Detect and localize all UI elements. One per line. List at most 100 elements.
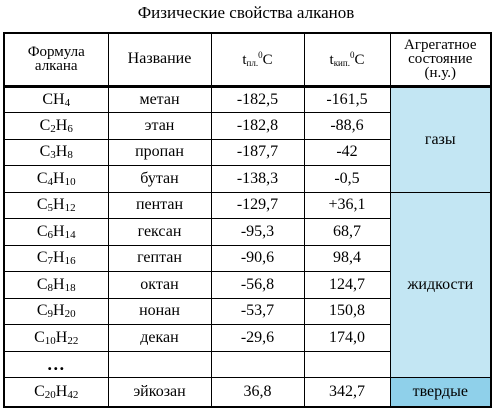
formula-cell: C6H14: [3, 218, 109, 246]
empty-cell: [210, 350, 305, 378]
boiling-point-cell: 150,8: [303, 297, 391, 325]
page-title: Физические свойства алканов: [137, 3, 355, 22]
formula-c: C: [36, 196, 48, 214]
header-boiling-point: tкип.0C: [303, 32, 391, 88]
formula-h-sub: 4: [64, 96, 71, 109]
melting-point-cell: -187,7: [210, 138, 305, 166]
boiling-point-cell: -161,5: [303, 85, 391, 113]
formula-c: C: [39, 116, 51, 134]
formula-c: C: [39, 143, 51, 161]
header-boil-unit: C: [354, 51, 365, 68]
boiling-point-cell: 124,7: [303, 271, 391, 299]
boiling-point-cell: -88,6: [303, 112, 391, 140]
formula-h-sub: 8: [67, 149, 73, 162]
formula-h: H: [53, 249, 65, 267]
formula-c-sub: 8: [47, 281, 54, 294]
formula-h-sub: 42: [67, 388, 79, 401]
header-melt-sup: 0: [258, 49, 263, 60]
melting-point-cell: -182,8: [210, 112, 305, 140]
formula-h-sub: 12: [64, 202, 76, 215]
name-cell: эйкозан: [107, 376, 212, 408]
formula-cell: C9H20: [3, 297, 109, 325]
table-row: CH4 метан -182,5 -161,5 газы: [3, 85, 492, 193]
formula-h: H: [53, 222, 65, 240]
boiling-point-cell: -42: [303, 138, 391, 166]
formula-c-sub: 20: [44, 388, 56, 401]
formula-c: C: [34, 382, 45, 400]
alkanes-table: Формула алкана Название tпл.0C tкип.0C А…: [3, 32, 492, 408]
header-boil-sub: кип.: [333, 57, 350, 68]
state-liquid: жидкости: [389, 191, 492, 378]
boiling-point-cell: 174,0: [303, 324, 391, 352]
formula-h: H: [55, 328, 68, 346]
table-row: C3H8 пропан -187,7 -42: [3, 138, 491, 166]
formula-cell: C4H10: [3, 165, 109, 193]
formula-c: C: [36, 275, 48, 293]
ellipsis-row: …: [3, 350, 491, 378]
formula-h: H: [55, 143, 68, 161]
table-row: C5H12 пентан -129,7 +36,1 жидкости: [3, 191, 492, 378]
melting-point-cell: -129,7: [210, 191, 305, 219]
formula-c: C: [36, 302, 48, 320]
melting-point-cell: -56,8: [210, 271, 305, 299]
formula-h-sub: 10: [64, 175, 76, 188]
formula-cell: C10H22: [3, 324, 109, 352]
name-cell: метан: [107, 85, 212, 113]
formula-h: H: [53, 302, 65, 320]
boiling-point-cell: +36,1: [303, 191, 391, 219]
formula-h: H: [55, 382, 68, 400]
name-cell: декан: [107, 324, 212, 352]
header-melt-unit: C: [262, 51, 273, 68]
formula-cell: C3H8: [3, 138, 109, 166]
table-row: C10H22 декан -29,6 174,0: [3, 324, 491, 352]
formula-h-sub: 6: [67, 122, 73, 135]
formula-c-sub: 5: [47, 202, 54, 215]
formula-h-sub: 22: [67, 334, 79, 347]
empty-cell: [107, 350, 212, 378]
formula-cell: C8H18: [3, 271, 109, 299]
formula-c: C: [36, 222, 48, 240]
name-cell: гептан: [107, 244, 212, 272]
formula-h-sub: 16: [64, 255, 76, 268]
boiling-point-cell: 98,4: [303, 244, 391, 272]
formula-c-sub: 4: [47, 175, 54, 188]
formula-h-sub: 20: [64, 308, 76, 321]
formula-cell: C20H42: [3, 376, 109, 408]
header-boil-t: t: [329, 51, 334, 68]
melting-point-cell: -95,3: [210, 218, 305, 246]
name-cell: бутан: [107, 165, 212, 193]
table-row: C2H6 этан -182,8 -88,6: [3, 112, 491, 140]
header-melting-point: tпл.0C: [210, 32, 305, 88]
formula-c: C: [36, 169, 48, 187]
header-name: Название: [107, 32, 212, 88]
empty-cell: [303, 350, 391, 378]
formula-h: H: [55, 116, 68, 134]
formula-c-sub: 7: [47, 255, 54, 268]
melting-point-cell: 36,8: [210, 376, 305, 408]
header-formula: Формула алкана: [3, 32, 109, 88]
ellipsis-cell: …: [3, 350, 109, 378]
melting-point-cell: -53,7: [210, 297, 305, 325]
table-row: C6H14 гексан -95,3 68,7: [3, 218, 491, 246]
formula-h: H: [53, 169, 65, 187]
melting-point-cell: -29,6: [210, 324, 305, 352]
formula-h-sub: 14: [64, 228, 76, 241]
name-cell: пропан: [107, 138, 212, 166]
formula-c-sub: 6: [47, 228, 54, 241]
name-cell: этан: [107, 112, 212, 140]
table-row: C9H20 нонан -53,7 150,8: [3, 297, 491, 325]
boiling-point-cell: -0,5: [303, 165, 391, 193]
header-melt-sub: пл.: [246, 57, 259, 68]
formula-c-sub: 2: [50, 122, 56, 135]
formula-h: H: [53, 275, 65, 293]
header-boil-sup: 0: [349, 49, 355, 60]
melting-point-cell: -182,5: [210, 85, 305, 113]
table-row: C20H42 эйкозан 36,8 342,7 твердые: [3, 376, 492, 408]
formula-cell: CH4: [3, 85, 109, 113]
formula-h-sub: 18: [64, 281, 76, 294]
header-row: Формула алкана Название tпл.0C tкип.0C А…: [3, 32, 492, 88]
state-gas: газы: [389, 85, 492, 193]
name-cell: октан: [107, 271, 212, 299]
formula-c: C: [36, 249, 48, 267]
formula-c: CH: [42, 90, 65, 108]
